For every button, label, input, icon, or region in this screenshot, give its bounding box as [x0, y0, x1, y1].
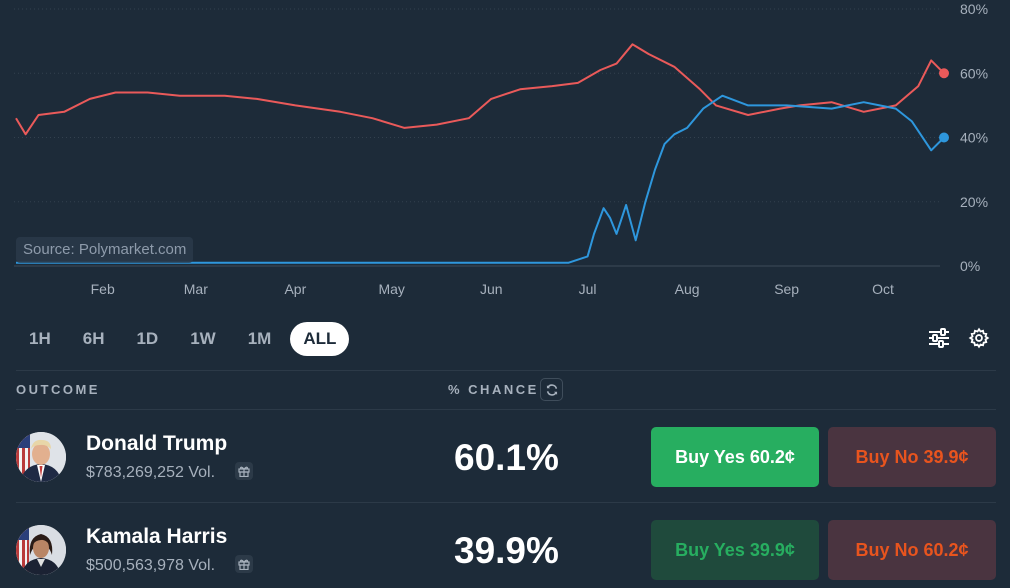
outcome-chance: 39.9%	[454, 530, 559, 571]
y-tick-label: 40%	[960, 130, 988, 146]
time-range-selector: 1H 6H 1D 1W 1M ALL	[16, 322, 350, 356]
gear-icon[interactable]	[968, 327, 990, 349]
series-line-trump	[15, 43, 945, 136]
outcome-volume: $783,269,252 Vol.	[86, 464, 216, 481]
buy-no-button[interactable]: Buy No 60.2¢	[828, 520, 996, 580]
range-all-button[interactable]: ALL	[290, 322, 350, 356]
trump-avatar	[16, 432, 66, 482]
refresh-icon[interactable]	[540, 378, 563, 401]
series-line-harris	[16, 94, 945, 264]
outcome-chance: 60.1%	[454, 437, 559, 478]
outcome-row-trump[interactable]: Donald Trump $783,269,252 Vol. 60.1% Buy…	[16, 411, 996, 503]
outcome-header: OUTCOME	[16, 382, 100, 397]
x-tick-label: Aug	[675, 281, 700, 297]
series-endpoint-harris	[939, 132, 949, 143]
y-tick-label: 0%	[960, 258, 980, 274]
x-tick-label: Apr	[284, 281, 306, 297]
x-tick-label: Feb	[91, 281, 115, 297]
buy-yes-button[interactable]: Buy Yes 60.2¢	[651, 427, 819, 487]
chart-canvas[interactable]: 0% 20% 40% 60% 80% Feb Mar Apr May Jun Jul Aug Sep Oc…	[0, 0, 1010, 300]
y-tick-label: 80%	[960, 1, 988, 17]
range-6h-button[interactable]: 6H	[82, 329, 105, 348]
x-tick-label: May	[378, 281, 404, 297]
range-1d-button[interactable]: 1D	[136, 329, 159, 348]
x-tick-label: Oct	[872, 281, 894, 297]
y-tick-label: 20%	[960, 194, 988, 210]
gift-icon[interactable]	[235, 462, 253, 480]
sliders-icon[interactable]	[928, 327, 950, 349]
price-chart[interactable]: 0% 20% 40% 60% 80% Feb Mar Apr May Jun Jul Aug Sep Oc…	[0, 0, 1010, 300]
x-tick-label: Jul	[579, 281, 597, 297]
x-tick-label: Mar	[184, 281, 208, 297]
source-label: Source: Polymarket.com	[16, 237, 194, 263]
gift-icon[interactable]	[235, 555, 253, 573]
buy-no-button[interactable]: Buy No 39.9¢	[828, 427, 996, 487]
y-tick-label: 60%	[960, 65, 988, 81]
series-endpoint-trump	[939, 68, 949, 79]
range-1h-button[interactable]: 1H	[29, 329, 51, 348]
buy-yes-button[interactable]: Buy Yes 39.9¢	[651, 520, 819, 580]
range-1w-button[interactable]: 1W	[190, 329, 216, 348]
outcome-row-harris[interactable]: Kamala Harris $500,563,978 Vol. 39.9% Bu…	[16, 504, 996, 588]
x-tick-label: Jun	[480, 281, 503, 297]
range-1m-button[interactable]: 1M	[247, 329, 272, 348]
outcome-name: Kamala Harris	[86, 525, 228, 548]
harris-avatar	[16, 525, 66, 575]
outcome-volume: $500,563,978 Vol.	[86, 557, 216, 574]
table-header: OUTCOME % CHANCE	[16, 370, 996, 410]
chance-header: % CHANCE	[448, 382, 539, 397]
x-tick-label: Sep	[774, 281, 799, 297]
outcome-name: Donald Trump	[86, 432, 228, 455]
chart-tools	[928, 327, 990, 349]
